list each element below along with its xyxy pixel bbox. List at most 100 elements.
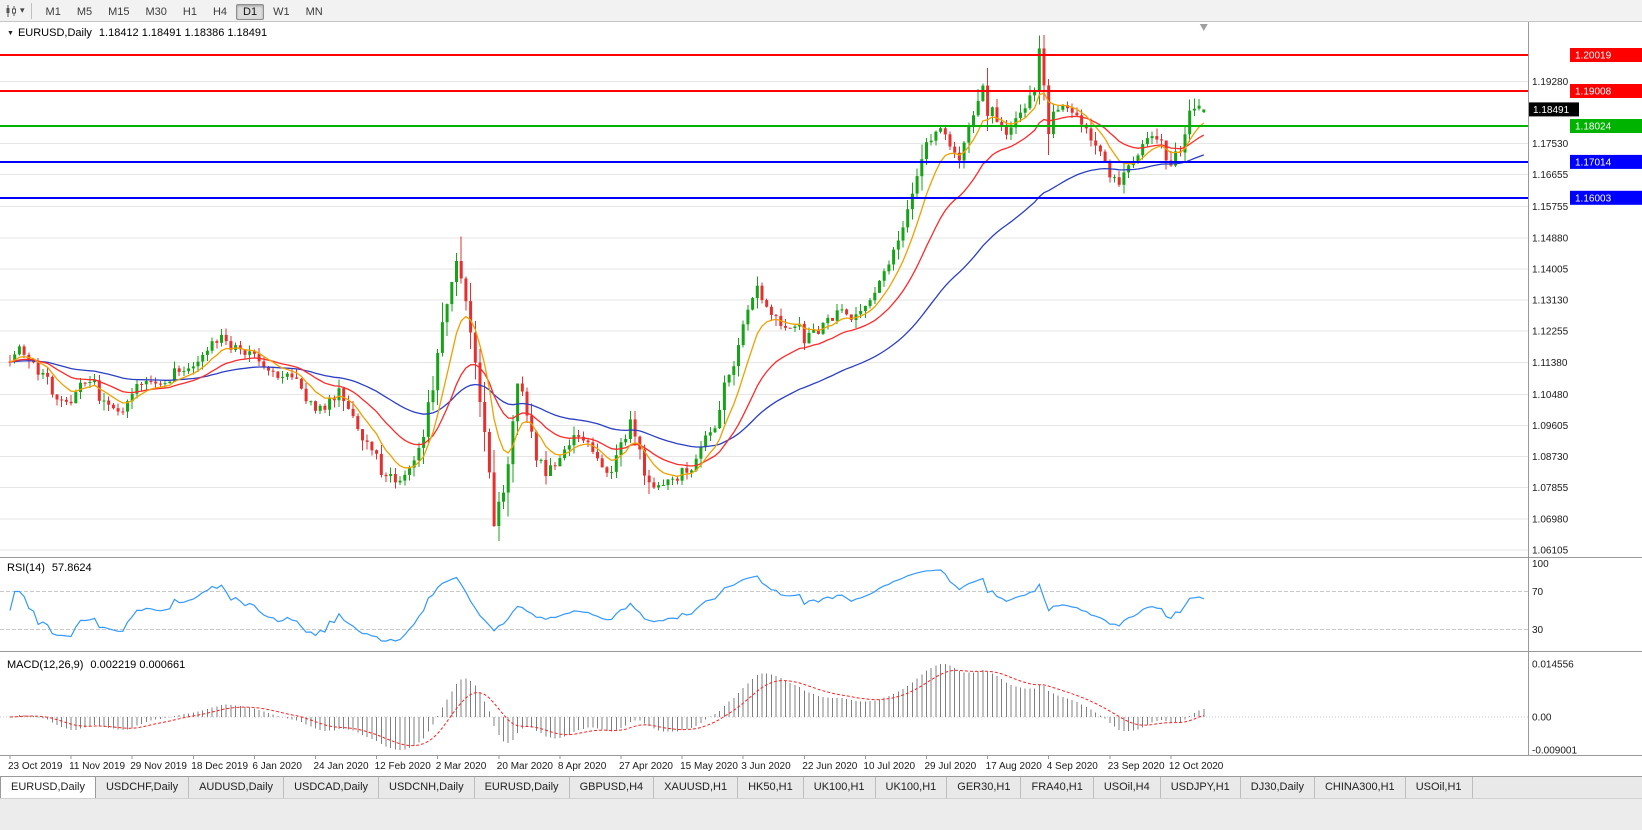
candlestick-chart-icon[interactable] — [4, 4, 19, 18]
price-axis-label: 1.10480 — [1532, 390, 1569, 401]
chart-shift-marker[interactable] — [1199, 24, 1208, 31]
timeframe-button-m1[interactable]: M1 — [45, 5, 61, 18]
macd-axis-label: 0.00 — [1532, 713, 1552, 724]
chart-tab-usdchf-daily[interactable]: USDCHF,Daily — [95, 777, 190, 798]
chart-tab-uk100-h1[interactable]: UK100,H1 — [875, 777, 948, 798]
price-axis-label: 1.14880 — [1532, 233, 1569, 244]
chart-tab-eurusd-daily[interactable]: EURUSD,Daily — [474, 777, 570, 798]
chart-tab-dj30-daily[interactable]: DJ30,Daily — [1240, 777, 1315, 798]
timeframe-button-mn[interactable]: MN — [305, 5, 323, 18]
macd-label: MACD(12,26,9) — [7, 659, 84, 671]
chart-tab-uk100-h1[interactable]: UK100,H1 — [803, 777, 876, 798]
date-axis-label: 17 Aug 2020 — [986, 761, 1043, 772]
timeframe-toolbar: ▾ M1 M5 M15 M30 H1 H4 D1 W1 MN — [0, 0, 1642, 22]
timeframe-button-m5[interactable]: M5 — [76, 5, 93, 18]
line-price-tag-text: 1.19008 — [1575, 87, 1612, 98]
chart-tab-xauusd-h1[interactable]: XAUUSD,H1 — [654, 777, 739, 798]
date-axis-label: 12 Oct 2020 — [1169, 761, 1224, 772]
line-price-tag-text: 1.20019 — [1575, 51, 1612, 62]
rsi-label: RSI(14) — [7, 562, 45, 574]
collapse-arrow-icon[interactable]: ▼ — [7, 30, 14, 37]
line-price-tag-text: 1.16003 — [1575, 193, 1612, 204]
timeframe-button-m30[interactable]: M30 — [145, 5, 167, 18]
timeframe-button-m15[interactable]: M15 — [108, 5, 130, 18]
price-axis-label: 1.17530 — [1532, 139, 1569, 150]
date-axis-label: 12 Feb 2020 — [375, 761, 432, 772]
date-axis-label: 18 Dec 2019 — [191, 761, 248, 772]
timeframe-button-h1[interactable]: H1 — [182, 5, 197, 18]
line-price-tag — [1570, 154, 1642, 169]
ma-55-line — [9, 154, 1205, 448]
chart-tab-usoil-h4[interactable]: USOil,H4 — [1093, 777, 1161, 798]
chart-tab-hk50-h1[interactable]: HK50,H1 — [738, 777, 804, 798]
timeframe-button-d1[interactable]: D1 — [236, 3, 265, 20]
candles — [8, 35, 1206, 541]
line-price-tag-text: 1.17014 — [1575, 157, 1612, 168]
date-axis-label: 23 Sep 2020 — [1108, 761, 1165, 772]
macd-axis-label: -0.009001 — [1532, 746, 1577, 757]
chart-tab-gbpusd-h4[interactable]: GBPUSD,H4 — [569, 777, 655, 798]
chart-tab-usdjpy-h1[interactable]: USDJPY,H1 — [1160, 777, 1241, 798]
chart-tab-usdcad-daily[interactable]: USDCAD,Daily — [284, 777, 380, 798]
timeframe-button-w1[interactable]: W1 — [273, 5, 290, 18]
symbol-label: EURUSD,Daily — [17, 27, 92, 39]
date-axis-label: 29 Nov 2019 — [130, 761, 187, 772]
rsi-value: 57.8624 — [51, 562, 92, 574]
price-axis-label: 1.11380 — [1532, 358, 1568, 369]
date-axis-label: 8 Apr 2020 — [558, 761, 607, 772]
price-axis-label: 1.14005 — [1532, 264, 1569, 275]
chart-tab-usoil-h1[interactable]: USOil,H1 — [1405, 777, 1473, 798]
date-axis-label: 15 May 2020 — [680, 761, 738, 772]
chart-tab-china300-h1[interactable]: CHINA300,H1 — [1314, 777, 1406, 798]
price-axis-label: 1.12255 — [1532, 327, 1569, 338]
date-axis-label: 24 Jan 2020 — [314, 761, 369, 772]
timeframe-button-h4[interactable]: H4 — [212, 5, 228, 18]
chart-canvas[interactable]: 1.19280 1.17530 1.16655 1.15755 1.14880 1.140… — [0, 22, 1642, 776]
date-axis-label: 2 Mar 2020 — [436, 761, 487, 772]
line-price-tag — [1570, 48, 1642, 62]
rsi-panel-header: RSI(14) 57.8624 — [7, 562, 92, 574]
rsi-line — [9, 569, 1205, 642]
ma-8-line — [9, 91, 1205, 478]
toolbar-separator — [30, 2, 32, 19]
price-axis-label: 1.16655 — [1532, 170, 1569, 181]
macd-signal-line — [9, 669, 1204, 747]
date-axis-label: 6 Jan 2020 — [252, 761, 302, 772]
chart-symbol-header: ▼ EURUSD,Daily 1.18412 1.18491 1.18386 1.1… — [7, 27, 267, 39]
rsi-level-label: 70 — [1532, 587, 1544, 598]
price-axis-label: 1.15755 — [1532, 202, 1569, 213]
ohlc-values: 1.18412 1.18491 1.18386 1.18491 — [98, 27, 268, 39]
chart-tab-eurusd-daily[interactable]: EURUSD,Daily — [0, 777, 96, 798]
rsi-level-label: 30 — [1532, 625, 1544, 636]
price-axis-label: 1.06105 — [1532, 545, 1569, 556]
macd-axis-label: 0.014556 — [1532, 660, 1574, 671]
status-strip — [0, 798, 1642, 830]
line-price-tag-text: 1.18024 — [1575, 122, 1612, 133]
line-price-tag — [1570, 84, 1642, 98]
chart-tab-fra40-h1[interactable]: FRA40,H1 — [1021, 777, 1094, 798]
timeframe-button-list: M1 M5 M15 M30 H1 H4 D1 W1 MN — [38, 2, 331, 20]
date-axis-label: 11 Nov 2019 — [69, 761, 125, 772]
date-axis-label: 29 Jul 2020 — [925, 761, 977, 772]
date-axis-label: 3 Jun 2020 — [741, 761, 791, 772]
date-axis-label: 23 Oct 2019 — [8, 761, 63, 772]
date-axis-label: 27 Apr 2020 — [619, 761, 673, 772]
candlestick-chart-icon-glyph — [6, 4, 16, 17]
chart-tab-usdcnh-daily[interactable]: USDCNH,Daily — [379, 777, 475, 798]
current-price-tag-text: 1.18491 — [1533, 105, 1570, 116]
date-axis-label: 22 Jun 2020 — [802, 761, 857, 772]
chart-tab-audusd-daily[interactable]: AUDUSD,Daily — [189, 777, 285, 798]
macd-histogram — [14, 664, 1205, 750]
chart-area[interactable]: 1.19280 1.17530 1.16655 1.15755 1.14880 1.140… — [0, 22, 1642, 776]
date-axis-label: 4 Sep 2020 — [1047, 761, 1099, 772]
chart-type-dropdown-icon[interactable]: ▾ — [20, 5, 25, 15]
date-axis-label: 10 Jul 2020 — [863, 761, 915, 772]
line-price-tag — [1570, 119, 1642, 133]
price-axis-label: 1.06980 — [1532, 514, 1569, 525]
price-axis-label: 1.07855 — [1532, 483, 1569, 494]
date-axis-label: 20 Mar 2020 — [497, 761, 554, 772]
price-axis-label: 1.09605 — [1532, 421, 1569, 432]
chart-tab-bar: EURUSD,Daily USDCHF,Daily AUDUSD,Daily USDC… — [0, 776, 1642, 798]
chart-tab-ger30-h1[interactable]: GER30,H1 — [947, 777, 1022, 798]
rsi-level-label: 100 — [1532, 559, 1549, 570]
